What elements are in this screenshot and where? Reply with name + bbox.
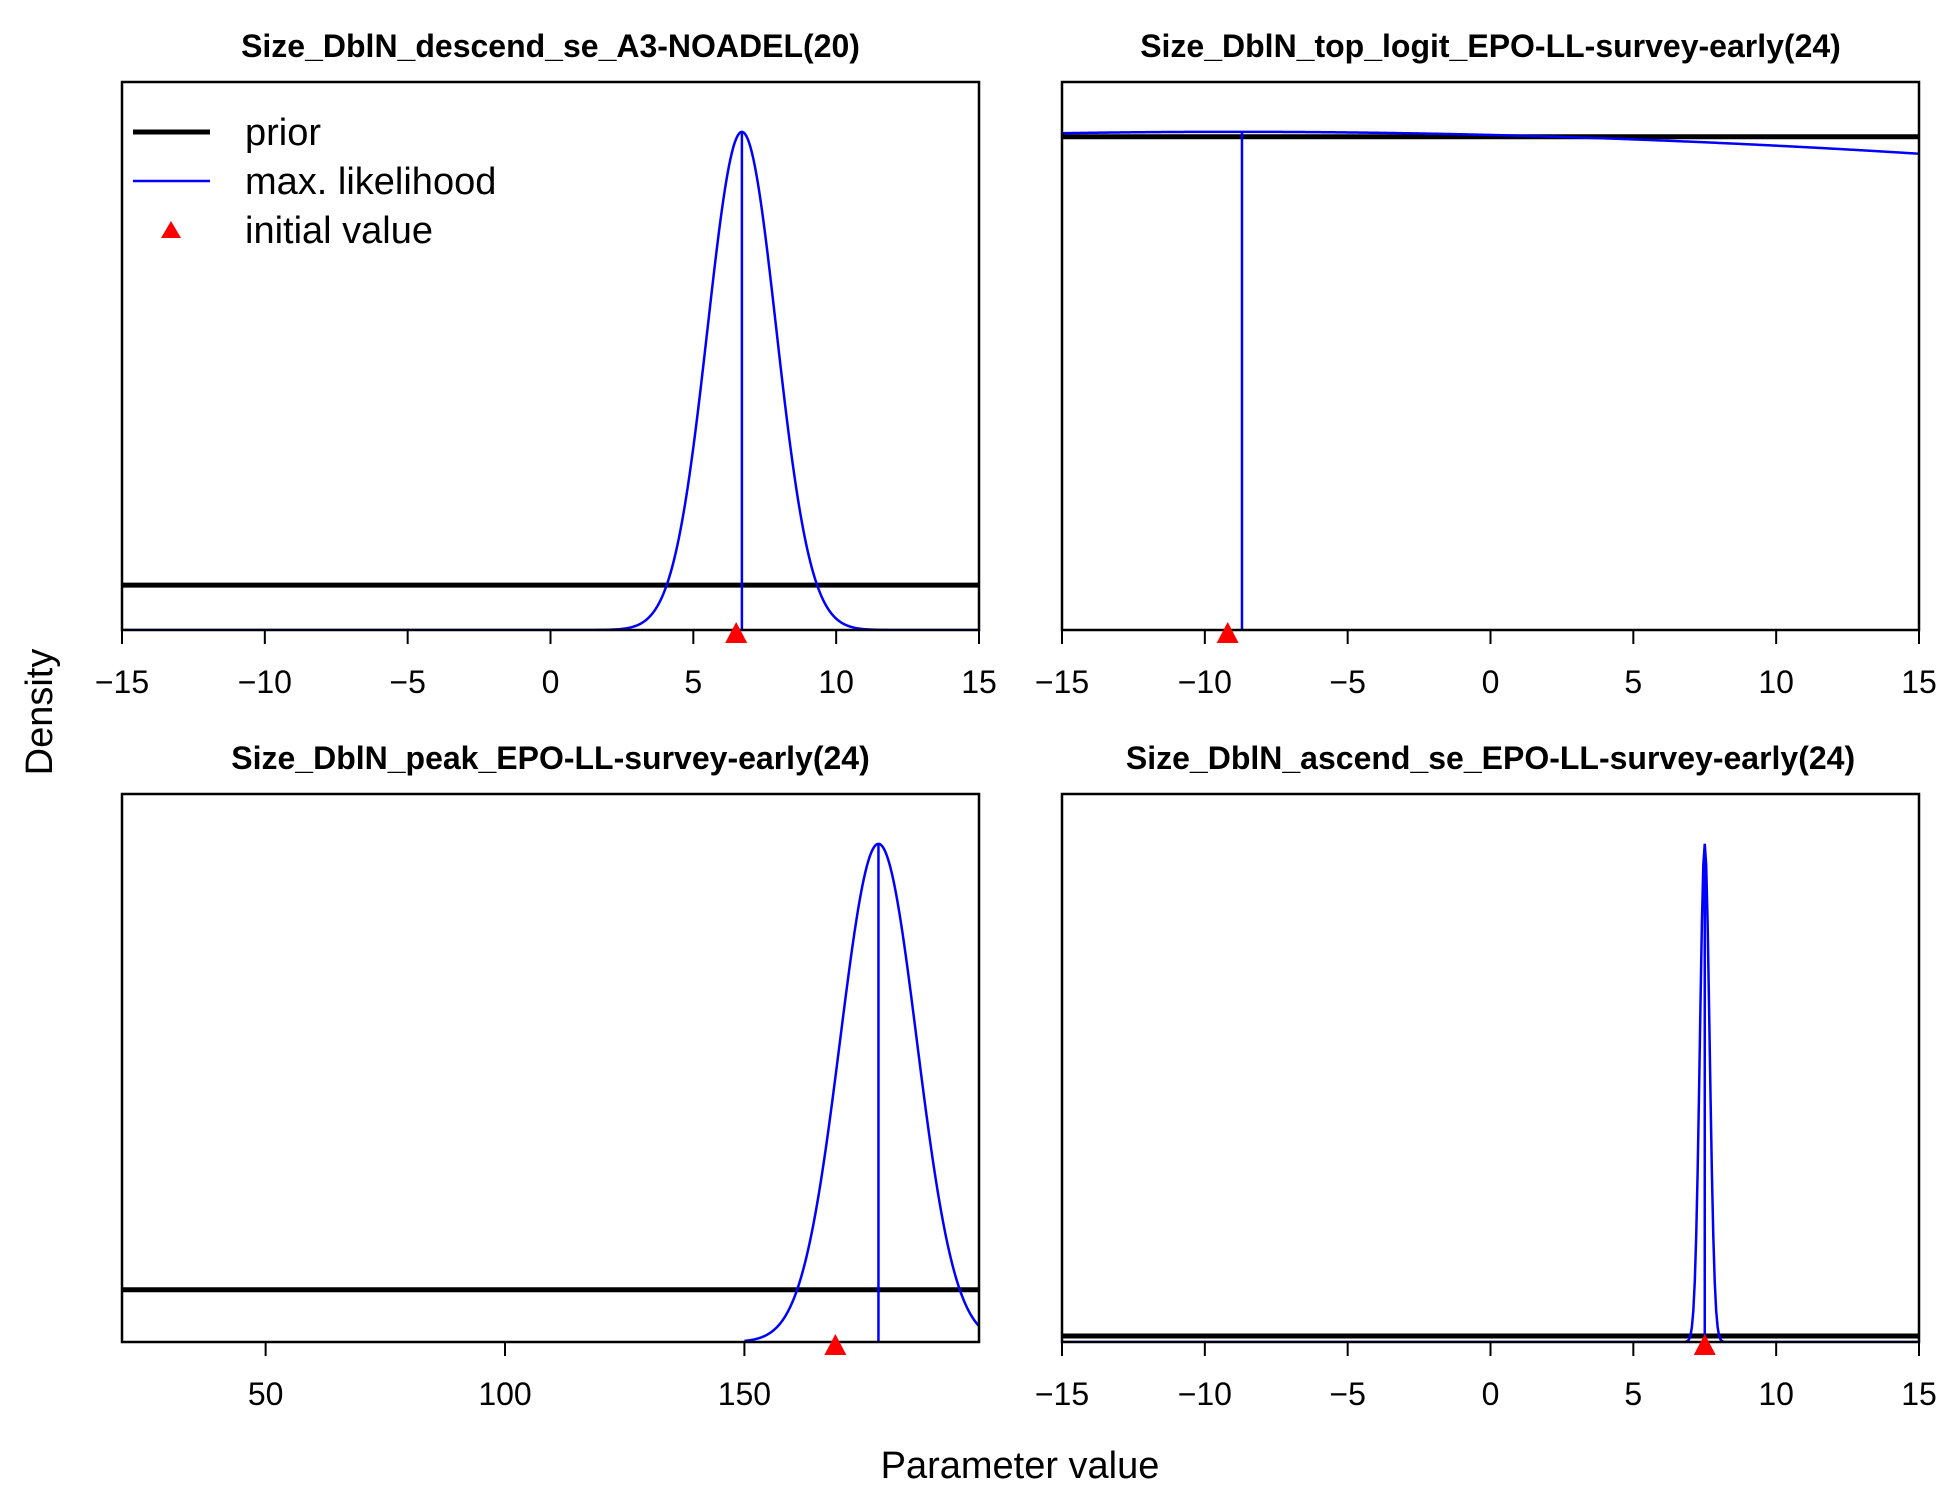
panel-title: Size_DblN_peak_EPO-LL-survey-early(24) <box>231 740 869 776</box>
legend-item: initial value <box>161 210 433 252</box>
x-tick-label: −15 <box>95 664 149 700</box>
x-tick-label: 10 <box>818 664 854 700</box>
x-tick-label: −10 <box>1178 664 1232 700</box>
legend-label: initial value <box>245 210 433 252</box>
likelihood-curve <box>122 130 979 630</box>
likelihood-curve <box>1062 130 1919 155</box>
legend-label: prior <box>245 112 321 154</box>
likelihood-curve <box>1062 843 1919 1342</box>
legend-item: prior <box>133 112 321 154</box>
legend-item: max. likelihood <box>133 161 496 203</box>
panel-title: Size_DblN_descend_se_A3-NOADEL(20) <box>241 28 860 64</box>
initial-value-marker <box>824 1334 847 1355</box>
plot-area <box>1062 130 1919 630</box>
x-tick-label: −10 <box>1178 1376 1232 1412</box>
plot-frame <box>120 80 981 632</box>
x-tick-label: −5 <box>1329 1376 1365 1412</box>
likelihood-curve <box>744 842 979 1342</box>
panel-3: Size_DblN_peak_EPO-LL-survey-early(24) 50… <box>120 740 981 1412</box>
x-tick-label: 15 <box>961 664 997 700</box>
plot-frame <box>1060 80 1921 632</box>
y-axis-title: Density <box>19 649 61 776</box>
panel-2: Size_DblN_top_logit_EPO-LL-survey-early(… <box>1035 28 1937 700</box>
x-tick-label: −10 <box>238 664 292 700</box>
panel-4: Size_DblN_ascend_se_EPO-LL-survey-early(… <box>1035 740 1937 1412</box>
plot-area <box>122 130 979 630</box>
x-tick-label: −5 <box>1329 664 1365 700</box>
x-tick-label: 5 <box>684 664 702 700</box>
x-tick-label: 0 <box>1482 664 1500 700</box>
plot-frame <box>120 792 981 1344</box>
x-tick-label: 0 <box>1482 1376 1500 1412</box>
legend-label: max. likelihood <box>245 161 496 203</box>
x-tick-label: 0 <box>542 664 560 700</box>
panel-title: Size_DblN_ascend_se_EPO-LL-survey-early(… <box>1126 740 1855 776</box>
legend-swatch <box>161 221 181 238</box>
x-tick-label: 150 <box>718 1376 771 1412</box>
x-tick-label: 15 <box>1901 664 1937 700</box>
panel-title: Size_DblN_top_logit_EPO-LL-survey-early(… <box>1140 28 1841 64</box>
x-tick-label: 10 <box>1758 1376 1794 1412</box>
x-tick-label: 15 <box>1901 1376 1937 1412</box>
panel-1: Size_DblN_descend_se_A3-NOADEL(20) −15 −10… <box>95 28 997 700</box>
x-tick-label: −15 <box>1035 664 1089 700</box>
x-tick-label: 10 <box>1758 664 1794 700</box>
initial-value-marker <box>1693 1334 1716 1355</box>
x-tick-label: 50 <box>248 1376 284 1412</box>
legend: prior max. likelihood initial value <box>133 112 496 252</box>
plot-area <box>1062 843 1919 1342</box>
plot-area <box>122 842 979 1342</box>
initial-value-marker <box>1216 622 1239 643</box>
x-tick-label: 5 <box>1624 664 1642 700</box>
x-tick-label: 100 <box>478 1376 531 1412</box>
x-tick-label: −5 <box>389 664 425 700</box>
x-tick-label: 5 <box>1624 1376 1642 1412</box>
initial-value-marker <box>725 622 748 643</box>
x-axis-title: Parameter value <box>881 1445 1160 1487</box>
panels: Size_DblN_descend_se_A3-NOADEL(20) −15 −10… <box>95 28 1937 1412</box>
x-tick-label: −15 <box>1035 1376 1089 1412</box>
plot-frame <box>1060 792 1921 1344</box>
